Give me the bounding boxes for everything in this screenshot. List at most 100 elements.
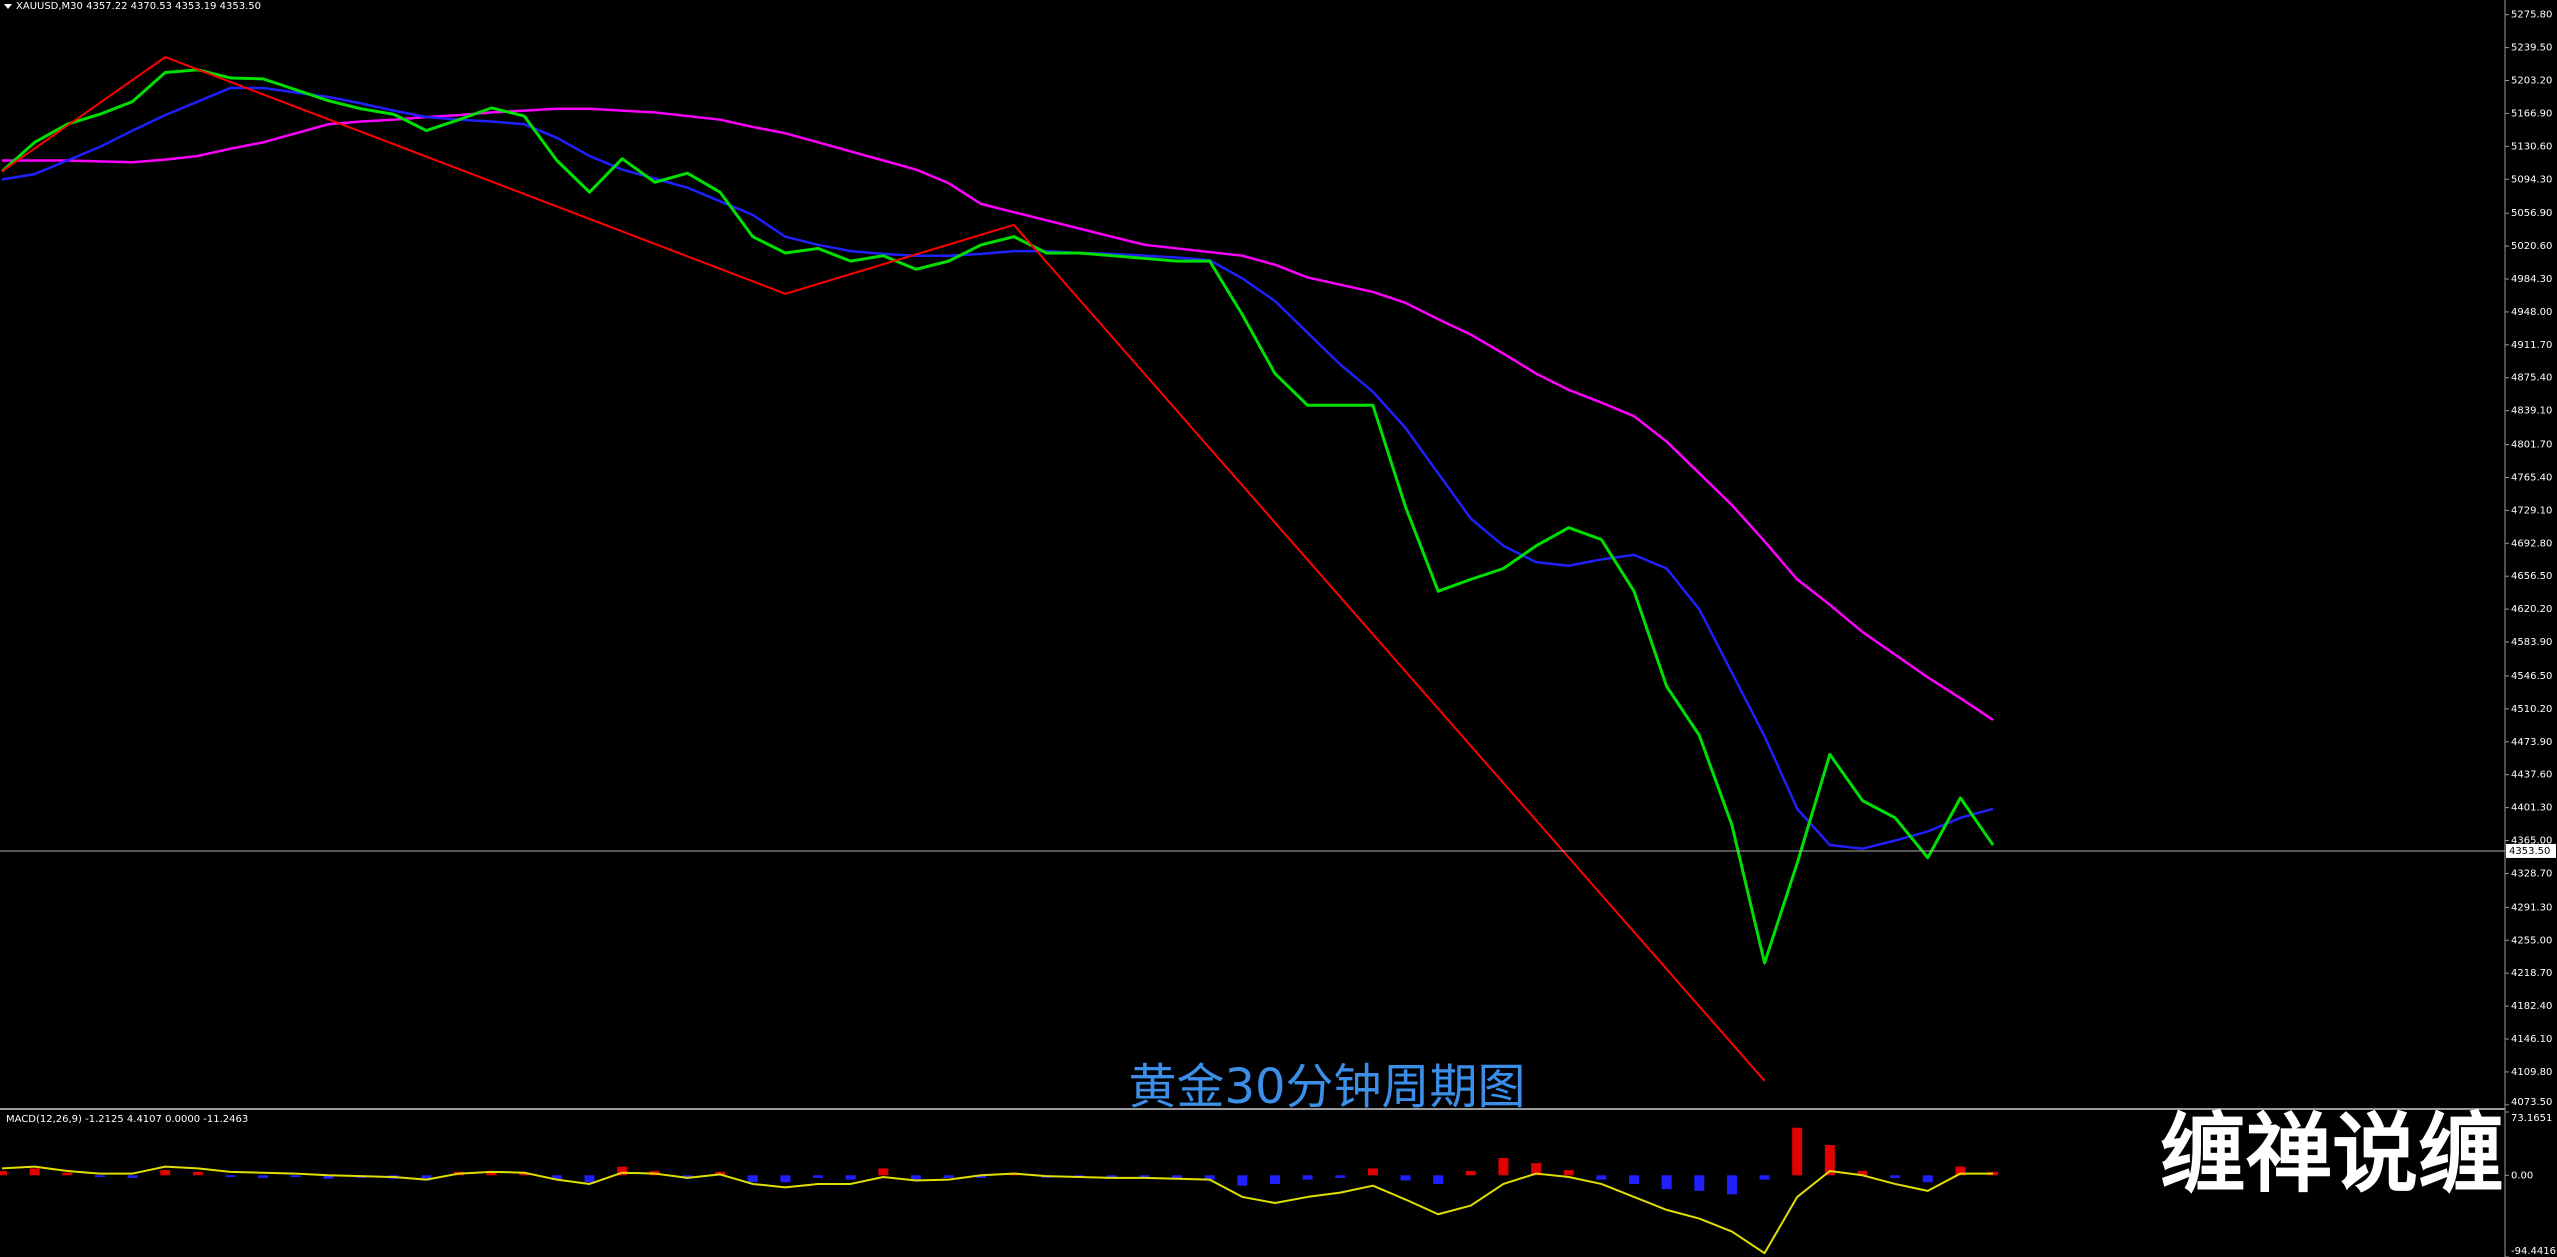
y-tick-label: 4437.60 bbox=[2511, 770, 2552, 781]
y-tick-label: 4365.00 bbox=[2511, 836, 2552, 847]
macd-bar bbox=[1302, 1175, 1313, 1180]
y-tick-label: 4473.90 bbox=[2511, 737, 2552, 748]
macd-bar bbox=[910, 1175, 921, 1180]
macd-bar bbox=[584, 1175, 595, 1183]
y-tick-label: 5203.20 bbox=[2511, 76, 2552, 87]
macd-bar bbox=[127, 1175, 138, 1178]
macd-bar bbox=[94, 1175, 105, 1178]
watermark: 缠禅说缠 bbox=[2160, 1104, 2504, 1204]
macd-bar bbox=[1824, 1145, 1835, 1176]
macd-bar bbox=[780, 1175, 791, 1183]
macd-bar bbox=[1172, 1175, 1183, 1179]
macd-bar bbox=[323, 1175, 334, 1179]
macd-bar bbox=[1955, 1166, 1966, 1176]
y-tick-label: 5056.90 bbox=[2511, 208, 2552, 219]
y-tick-label: 5094.30 bbox=[2511, 174, 2552, 185]
macd-bar bbox=[976, 1175, 987, 1178]
price-line bbox=[2, 107, 1994, 721]
y-tick-label: 4692.80 bbox=[2511, 538, 2552, 549]
y-tick-label: 5020.60 bbox=[2511, 241, 2552, 252]
y-tick-label: 4401.30 bbox=[2511, 803, 2552, 814]
macd-bar bbox=[519, 1172, 530, 1176]
y-tick-label: 5239.50 bbox=[2511, 43, 2552, 54]
current-price-label: 4353.50 bbox=[2509, 846, 2550, 857]
macd-bar bbox=[1531, 1163, 1542, 1176]
macd-bar bbox=[1596, 1175, 1607, 1180]
y-tick-label: 4291.30 bbox=[2511, 902, 2552, 913]
y-tick-label: 4255.00 bbox=[2511, 935, 2552, 946]
current-price-box bbox=[2506, 843, 2556, 858]
macd-bar bbox=[551, 1175, 562, 1180]
macd-bar bbox=[1792, 1127, 1803, 1176]
macd-bar bbox=[160, 1170, 171, 1176]
y-tick-label: 4765.40 bbox=[2511, 472, 2552, 483]
y-tick-label: 4218.70 bbox=[2511, 968, 2552, 979]
macd-bar bbox=[617, 1166, 628, 1176]
menu-icon bbox=[4, 4, 12, 9]
y-tick-label: 4948.00 bbox=[2511, 307, 2552, 318]
price-line bbox=[1, 68, 1995, 965]
macd-bar bbox=[1335, 1175, 1346, 1178]
macd-bar bbox=[1237, 1175, 1248, 1186]
macd-bar bbox=[1465, 1170, 1476, 1176]
macd-bar bbox=[1922, 1175, 1933, 1183]
macd-bar bbox=[1629, 1175, 1639, 1184]
y-tick-label: 4328.70 bbox=[2511, 868, 2552, 879]
y-tick-label: 4109.80 bbox=[2511, 1067, 2552, 1078]
y-tick-label: 4073.50 bbox=[2511, 1097, 2552, 1108]
y-tick-label: 73.1651 bbox=[2511, 1113, 2552, 1124]
y-tick-label: 4911.70 bbox=[2511, 340, 2552, 351]
macd-bar bbox=[0, 1170, 7, 1176]
y-tick-label: 5275.80 bbox=[2511, 10, 2552, 21]
macd-bar bbox=[845, 1175, 856, 1180]
y-tick-label: 4546.50 bbox=[2511, 671, 2552, 682]
y-tick-label: 4984.30 bbox=[2511, 274, 2552, 285]
macd-bar bbox=[1269, 1175, 1280, 1184]
y-tick-label: 4729.10 bbox=[2511, 505, 2552, 516]
y-tick-label: 4656.50 bbox=[2511, 571, 2552, 582]
macd-bar bbox=[1857, 1170, 1868, 1176]
macd-bar bbox=[1400, 1175, 1411, 1181]
macd-bar bbox=[1106, 1175, 1117, 1178]
macd-bar bbox=[1759, 1175, 1770, 1180]
y-tick-label: 4620.20 bbox=[2511, 604, 2552, 615]
y-tick-label: -94.4416 bbox=[2511, 1246, 2556, 1257]
macd-bar bbox=[1498, 1157, 1509, 1176]
y-tick-label: 4510.20 bbox=[2511, 704, 2552, 715]
macd-bar bbox=[62, 1172, 73, 1176]
macd-bar bbox=[1367, 1168, 1378, 1176]
macd-bar bbox=[1204, 1175, 1215, 1180]
macd-bar bbox=[225, 1175, 236, 1178]
macd-line bbox=[1, 1165, 1994, 1255]
annotation: 黄金30分钟周期图 bbox=[1128, 1059, 1525, 1115]
price-line bbox=[1, 86, 1994, 850]
macd-bar bbox=[747, 1175, 758, 1183]
macd-bar bbox=[192, 1171, 203, 1176]
zigzag-line bbox=[1, 55, 1766, 1082]
macd-bar bbox=[1433, 1175, 1444, 1184]
macd-bar bbox=[1139, 1175, 1150, 1178]
macd-bar bbox=[943, 1175, 954, 1178]
macd-bar bbox=[290, 1175, 301, 1178]
y-tick-label: 4146.10 bbox=[2511, 1034, 2552, 1045]
macd-bar bbox=[1661, 1175, 1672, 1190]
macd-bar bbox=[1694, 1175, 1705, 1191]
macd-bar bbox=[486, 1170, 497, 1176]
y-tick-label: 0.00 bbox=[2511, 1170, 2533, 1181]
macd-bar bbox=[29, 1168, 40, 1176]
macd-bar bbox=[421, 1175, 432, 1181]
macd-bar bbox=[1726, 1175, 1737, 1195]
y-tick-label: 4875.40 bbox=[2511, 373, 2552, 384]
y-tick-label: 5130.60 bbox=[2511, 141, 2552, 152]
y-tick-label: 4801.70 bbox=[2511, 440, 2552, 451]
macd-bar bbox=[1890, 1175, 1901, 1178]
y-tick-label: 5166.90 bbox=[2511, 108, 2552, 119]
macd-bar bbox=[1563, 1170, 1574, 1176]
chart-title: XAUUSD,M30 4357.22 4370.53 4353.19 4353.… bbox=[16, 1, 261, 12]
y-tick-label: 4583.90 bbox=[2511, 637, 2552, 648]
macd-bar bbox=[813, 1175, 823, 1178]
macd-bar bbox=[258, 1175, 269, 1178]
